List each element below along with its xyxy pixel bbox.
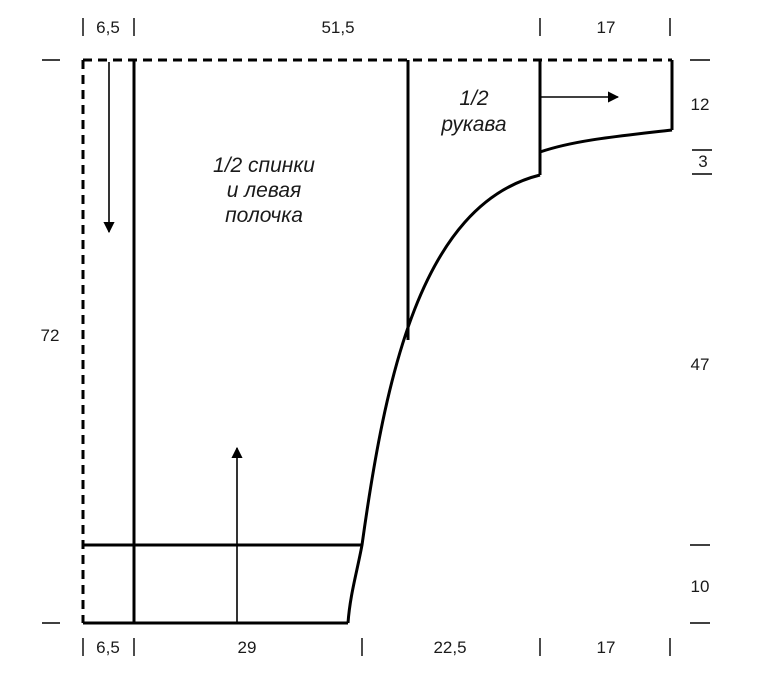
body-label-line2: и левая [227,179,301,202]
top-dim-sleeve: 17 [597,18,616,37]
sleeve-underarm-curve [539,128,673,154]
body-label-line3: полочка [225,204,303,227]
body-label-line1: 1/2 спинки [213,154,315,177]
top-dimension-ticks [82,18,671,36]
right-dim-underarm: 3 [698,152,707,171]
sleeve-label-line2: рукава [440,113,506,136]
bottom-dim-sleeve: 17 [597,638,616,657]
left-dim-height: 72 [41,326,60,345]
top-dim-placket: 6,5 [96,18,120,37]
bottom-dim-placket: 6,5 [96,638,120,657]
bottom-dimension-ticks [82,638,671,656]
right-dim-ribbing: 10 [691,577,710,596]
right-dim-cuff: 12 [691,95,710,114]
right-dimension-ticks [690,59,710,624]
bottom-dim-body: 29 [238,638,257,657]
bottom-dim-armhole: 22,5 [433,638,466,657]
left-dimension-ticks [42,59,60,624]
top-dim-body: 51,5 [321,18,354,37]
side-seam-curve [346,173,541,624]
right-dim-side: 47 [691,355,710,374]
sleeve-label-line1: 1/2 [459,87,489,110]
